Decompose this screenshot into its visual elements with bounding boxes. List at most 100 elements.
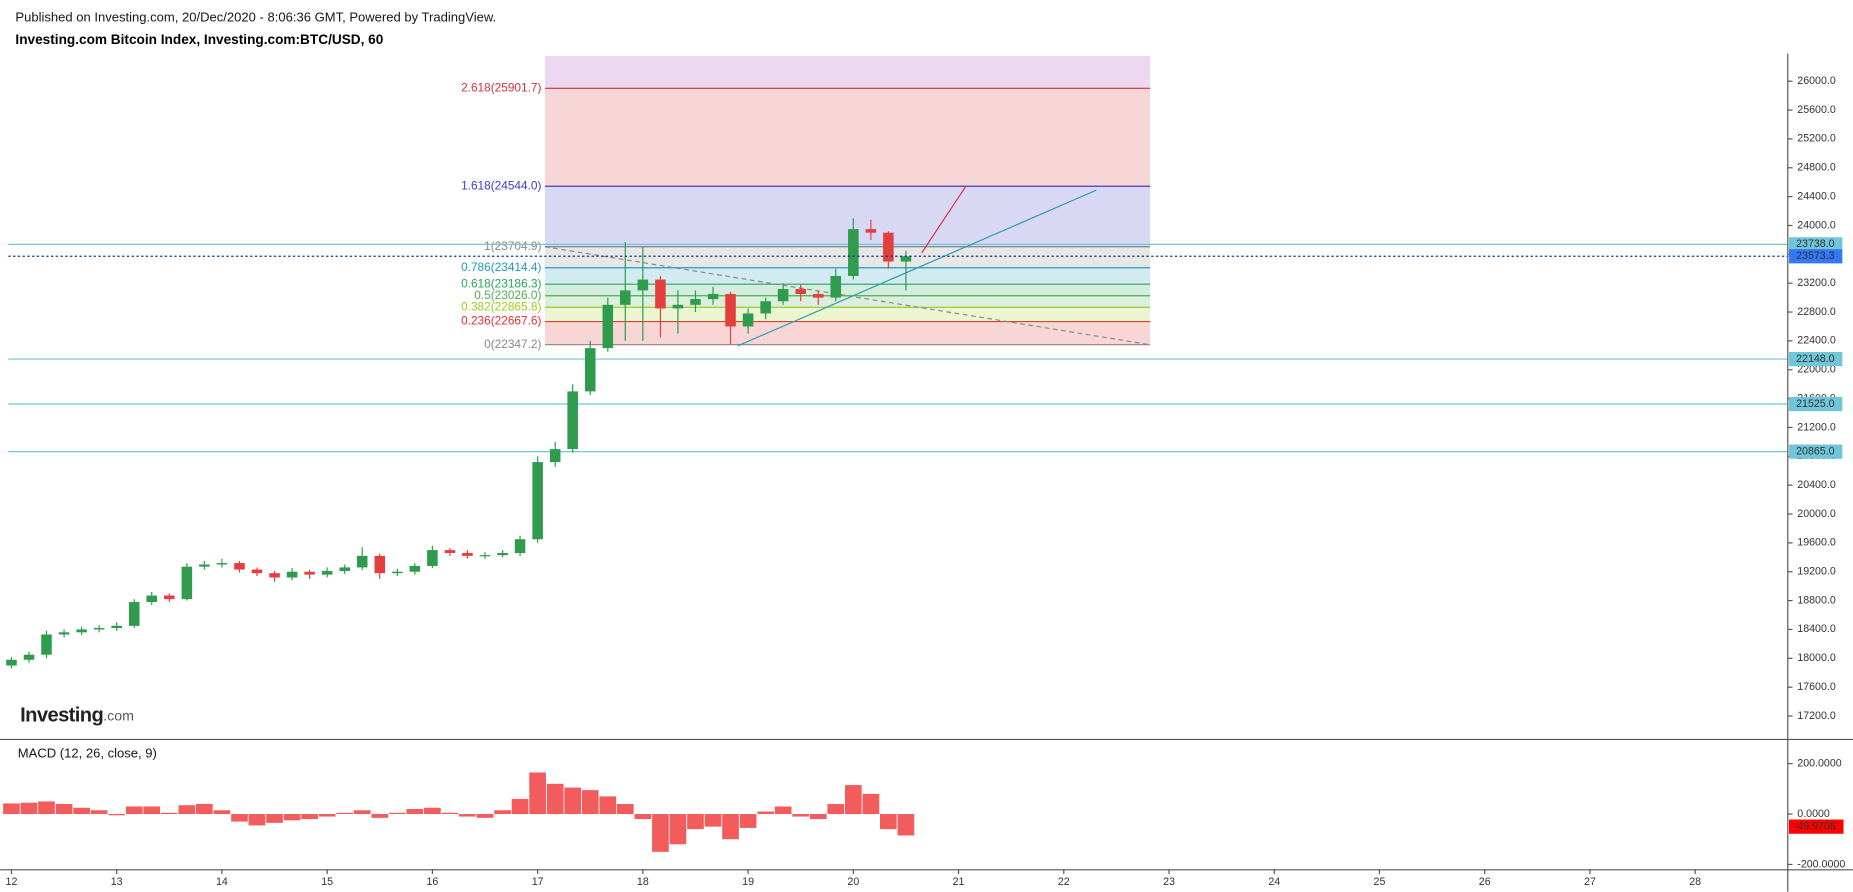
macd-bar [248,814,266,826]
candle-body [111,625,122,628]
candle-body [637,279,649,291]
candle-body [58,632,70,635]
y-tick-label: 17200.0 [1797,710,1836,722]
macd-bar [687,814,704,830]
macd-bar [318,814,336,817]
candle-body [655,279,666,309]
macd-bar [125,806,143,815]
candle-body [409,565,421,572]
fib-label: 0.618(23186.3) [461,276,541,290]
candle-body [584,348,596,392]
macd-bar [529,772,546,815]
fib-band [544,284,1151,296]
candle-body [41,634,52,655]
candle-body [23,654,35,660]
candle-body [444,550,456,553]
candle-body [865,229,877,233]
macd-bar [634,814,652,820]
candle-body [742,313,754,327]
price-tag [1788,444,1843,459]
candle-body [181,566,193,600]
candle-body [900,256,912,262]
y-tick-label: 0.0000 [1797,808,1830,820]
price-tag-label: 20865.0 [1796,445,1835,457]
macd-bar [546,783,564,815]
macd-bar [55,803,73,815]
candle-body [830,275,842,298]
candle-body [795,288,806,295]
macd-bar [739,814,757,828]
x-tick-label: 13 [111,876,123,888]
trend-line [544,246,1151,346]
macd-bar [424,807,441,815]
y-tick-label: 25200.0 [1797,133,1836,145]
candle-body [514,539,526,553]
y-tick-label: 23200.0 [1797,277,1836,289]
y-tick-label: 18800.0 [1797,594,1836,606]
candle-body [777,288,789,302]
y-tick-label: 24800.0 [1797,162,1836,174]
macd-bar [792,814,810,817]
x-tick-label: 27 [1584,876,1596,888]
candle-body [76,629,87,633]
x-tick-label: 24 [1268,876,1280,888]
price-tag-label: 21525.0 [1796,398,1835,410]
main-pane: 17200.0 17600.0 18000.0 18400.0 18800.0 19200… [6,55,1843,722]
macd-bar [844,785,862,815]
logo-suffix: .com [103,708,134,724]
fib-label: 0.786(23414.4) [461,260,541,274]
candle-body [374,555,386,574]
macd-bar [388,812,406,815]
y-tick-label: 17600.0 [1797,681,1836,693]
candle-body [848,229,859,276]
macd-bar [38,801,55,815]
fib-label: 0.5(23026.0) [474,288,541,302]
macd-bar [178,805,196,815]
macd-bar [704,814,722,827]
candle-body [216,563,228,565]
y-tick-label: 26000.0 [1797,75,1836,87]
fib-label: 0.382(22865.8) [461,299,541,313]
candle-body [146,595,158,603]
macd-bar [231,814,248,822]
macd-bar [669,814,687,845]
macd-bar [143,806,161,815]
x-tick-label: 12 [6,876,18,888]
candle-body [567,391,578,450]
fib-label: 1.618(24544.0) [461,178,541,192]
candle-body [251,569,263,574]
y-tick-label: 200.0000 [1797,757,1842,769]
fib-band [544,295,1151,308]
price-tag-label: 23738.0 [1796,238,1835,250]
macd-bar [336,812,354,815]
macd-bar [108,814,126,816]
x-tick-label: 17 [532,876,544,888]
candle-body [164,595,175,600]
macd-bar [880,814,897,830]
candle-body [549,449,561,463]
last-value-label: -49.9708 [1794,820,1836,832]
symbol-title: Investing.com Bitcoin Index, Investing.c… [15,32,383,47]
candle-body [532,462,543,540]
fib-band [544,246,1151,268]
y-tick-label: 22400.0 [1797,335,1836,347]
x-tick-label: 26 [1479,876,1491,888]
macd-bar [494,810,511,815]
x-tick-label: 28 [1689,876,1701,888]
macd-bar [196,803,213,815]
macd-title: MACD (12, 26, close, 9) [18,746,157,761]
candle-body [690,299,701,305]
candle-body [199,564,210,567]
last-value-tag [1788,819,1844,834]
fib-label: 1(23704.9) [484,239,541,253]
macd-bar [616,803,634,815]
price-tag [1788,237,1843,252]
trend-line [921,185,967,254]
y-tick-label: 19200.0 [1797,566,1836,578]
macd-bar [862,793,880,815]
candle-body [427,550,438,566]
macd-bar [652,814,669,852]
last-price-label: 23573.3 [1796,250,1835,262]
macd-bar [406,808,424,815]
